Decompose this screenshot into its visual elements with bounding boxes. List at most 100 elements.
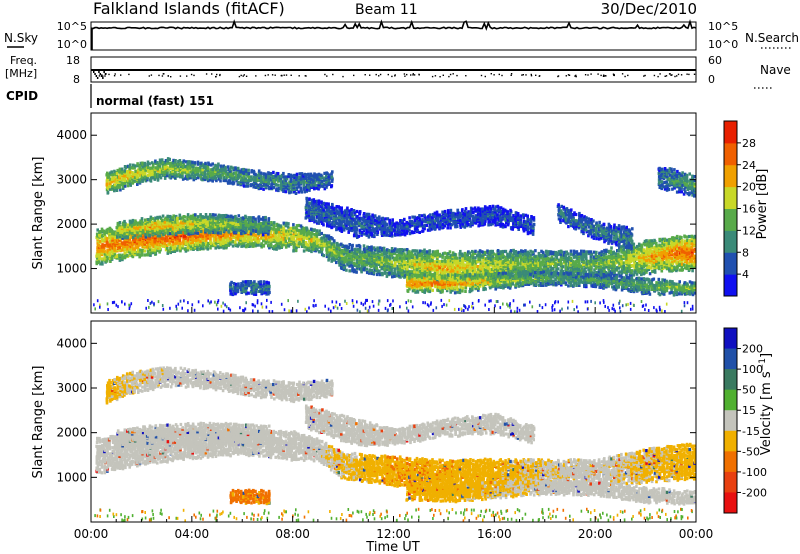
power-cell: [297, 242, 301, 246]
power-cell: [335, 257, 339, 261]
power-cell: [300, 244, 304, 248]
power-cell: [126, 244, 129, 248]
power-cell: [96, 228, 99, 232]
power-cell: [325, 250, 329, 254]
power-cell: [166, 214, 169, 218]
nave-dot: [456, 74, 458, 77]
nave-dot: [245, 75, 248, 77]
power-cell: [390, 251, 394, 256]
power-cell: [272, 236, 275, 240]
power-cell: [383, 252, 386, 256]
power-cell: [310, 249, 313, 254]
power-cell: [372, 270, 376, 275]
power-cell: [401, 250, 405, 254]
power-cell: [453, 252, 456, 256]
power-cell: [196, 245, 199, 250]
power-cell: [322, 254, 325, 258]
nave-dot: [627, 74, 629, 77]
power-cell: [118, 238, 121, 242]
power-cell: [269, 238, 273, 242]
power-cell: [98, 252, 101, 256]
nave-dot: [602, 75, 605, 77]
power-cell: [665, 254, 668, 258]
nave-dot: [281, 74, 283, 77]
power-cell: [368, 250, 371, 254]
power-cell: [123, 219, 126, 224]
power-cell: [372, 263, 376, 267]
power-cell: [367, 271, 371, 275]
power-cell: [282, 242, 286, 246]
power-cell: [386, 248, 389, 252]
power-cell: [376, 272, 379, 277]
power-cell: [108, 251, 112, 255]
power-cell: [191, 240, 194, 244]
power-cell: [144, 233, 147, 237]
nave-dot: [369, 74, 371, 76]
power-cell: [630, 269, 633, 273]
nave-dot: [179, 75, 182, 77]
power-cell: [121, 241, 124, 245]
power-cell: [104, 257, 107, 261]
power-cell: [407, 250, 411, 254]
power-cell: [327, 256, 331, 261]
power-cell: [305, 232, 308, 236]
power-cell: [106, 257, 110, 261]
power-cell: [318, 250, 321, 254]
power-cell: [213, 243, 217, 247]
power-cell: [399, 268, 402, 272]
nave-dot: [100, 75, 103, 77]
power-cell: [423, 248, 426, 252]
power-cell: [149, 236, 152, 240]
power-cell: [375, 258, 378, 262]
power-cell: [396, 253, 399, 257]
power-cell: [146, 230, 149, 234]
power-cell: [201, 215, 204, 219]
nave-dot: [240, 74, 242, 77]
power-cell: [300, 239, 304, 243]
power-cell: [388, 251, 391, 255]
power-cell: [388, 264, 392, 268]
nave-tick-bottom: 0: [708, 73, 715, 86]
power-cell: [184, 240, 188, 244]
power-cell: [149, 251, 153, 255]
power-cell: [690, 246, 694, 250]
power-cell: [206, 233, 209, 237]
power-cell: [111, 248, 114, 252]
power-cell: [95, 260, 98, 264]
power-cell: [269, 230, 273, 235]
power-cell: [227, 242, 230, 246]
cpid-label: CPID: [6, 89, 38, 103]
power-cell: [285, 236, 289, 240]
freq-unit: [MHz]: [5, 67, 37, 80]
nave-dot: [671, 74, 673, 76]
nave-dot: [391, 75, 393, 78]
power-cell: [461, 252, 464, 256]
power-cell: [178, 213, 182, 217]
power-cell: [275, 247, 278, 251]
power-cell: [351, 266, 354, 270]
power-cell: [325, 253, 329, 257]
nave-dot: [498, 73, 500, 76]
power-cell: [285, 221, 288, 225]
power-cell: [393, 271, 397, 275]
power-cell: [330, 242, 334, 246]
power-cell: [647, 264, 651, 268]
power-cell: [209, 237, 212, 241]
power-cell: [158, 250, 161, 254]
power-cell: [607, 254, 611, 258]
power-cell: [325, 241, 329, 245]
power-cell: [320, 236, 324, 240]
date-label: 30/Dec/2010: [601, 0, 697, 18]
power-cell: [163, 244, 167, 248]
nave-dot: [676, 75, 678, 77]
nave-dot: [613, 74, 615, 76]
power-cell: [168, 241, 172, 245]
power-cell: [202, 229, 206, 233]
power-cell: [277, 223, 280, 227]
power-cell: [193, 234, 197, 238]
power-cell: [171, 245, 175, 249]
power-cell: [506, 252, 509, 256]
power-cell: [138, 243, 141, 247]
power-cell: [299, 229, 303, 233]
